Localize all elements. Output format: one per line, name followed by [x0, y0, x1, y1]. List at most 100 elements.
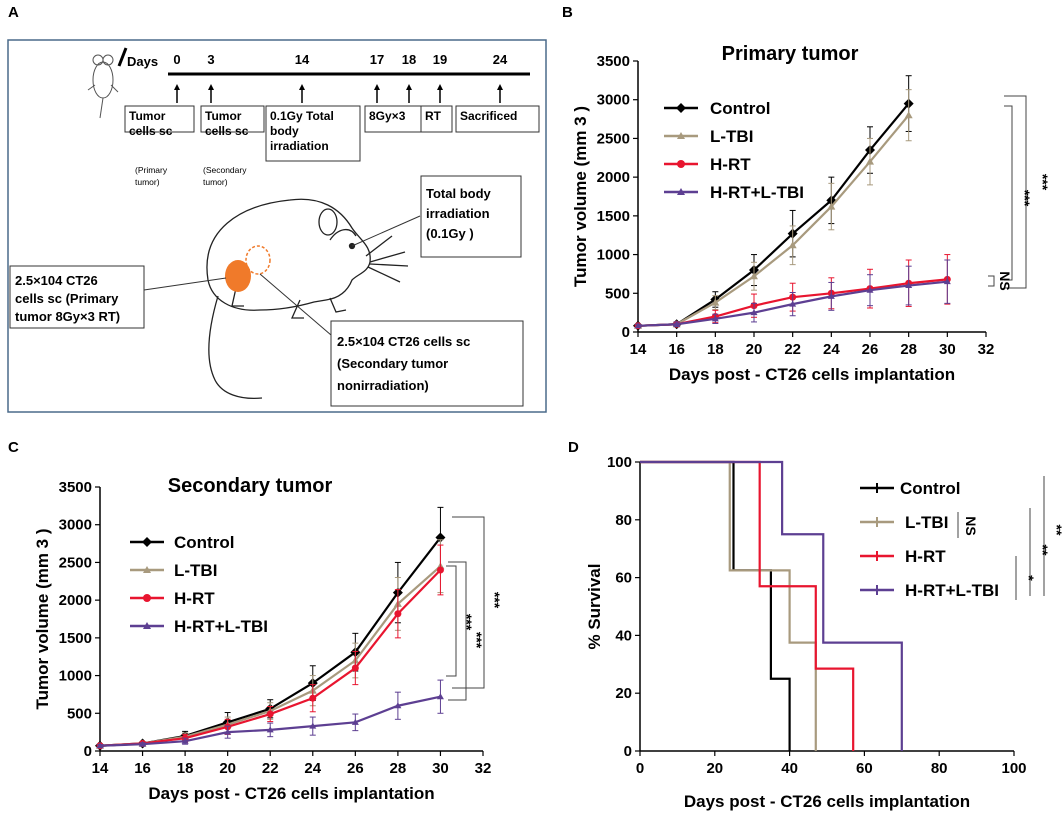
timeline-day-label: 24	[493, 52, 508, 67]
legend-marker	[143, 566, 151, 573]
chart-c-title: Secondary tumor	[168, 475, 333, 497]
callout-line-text: Total body	[426, 186, 492, 201]
y-tick-label: 60	[615, 570, 632, 587]
y-tick-label: 3000	[597, 92, 630, 109]
y-tick-label: 1000	[597, 247, 630, 264]
secondary-callout-text: 2.5×104 CT26 cells sc (Secondary tumor non…	[337, 334, 470, 393]
x-tick-label: 26	[347, 760, 364, 777]
y-axis-title: % Survival	[585, 564, 604, 650]
chart-c-plot: 0 500 1000 1500 2000 2500 3000 3500 14 16 18 20 22 24…	[33, 479, 503, 803]
timeline-day-label: 3	[207, 52, 214, 67]
callout-line-text: (0.1Gy )	[426, 226, 474, 241]
x-tick-label: 22	[262, 760, 279, 777]
timeline-note-text: tumor)	[203, 177, 228, 187]
x-tick-label: 16	[668, 341, 685, 358]
data-point	[266, 710, 274, 718]
sig-bracket	[1004, 105, 1013, 281]
primary-callout-line	[143, 277, 227, 291]
x-tick-label: 32	[978, 341, 995, 358]
x-axis-title: Days post - CT26 cells implantation	[684, 792, 970, 811]
y-tick-label: 2500	[59, 554, 92, 571]
x-tick-label: 28	[900, 341, 917, 358]
y-tick-label: 40	[615, 627, 632, 644]
sig-label: ***	[1035, 174, 1051, 191]
panel-a-label: A	[8, 4, 19, 21]
x-tick-label: 20	[219, 760, 236, 777]
data-point	[309, 722, 317, 729]
data-point	[394, 702, 402, 709]
legend-label: H-RT	[905, 547, 946, 566]
callout-line-text: cells sc (Primary	[15, 291, 119, 306]
legend-marker	[677, 132, 685, 139]
callout-line-text: 2.5×104 CT26 cells sc	[337, 334, 470, 349]
primary-callout-text: 2.5×104 CT26 cells sc (Primary tumor 8Gy×3…	[15, 273, 120, 324]
timeline-day-label: 18	[402, 52, 416, 67]
data-point	[750, 272, 758, 280]
y-tick-label: 3500	[59, 479, 92, 496]
sig-bracket	[448, 561, 467, 701]
panel-b: B Primary tumor 0 500 1000 1500 2000 2500 3000…	[562, 4, 1051, 384]
timeline-box-text: 8Gy×3	[369, 109, 406, 123]
legend-marker	[677, 188, 685, 195]
data-point	[634, 322, 642, 329]
timeline-box-text: cells sc	[205, 124, 249, 138]
y-tick-label: 0	[624, 743, 632, 760]
y-tick-label: 20	[615, 685, 632, 702]
x-tick-label: 24	[823, 341, 840, 358]
timeline-day-label: 14	[295, 52, 310, 67]
timeline-box-text: Tumor	[205, 109, 242, 123]
x-axis-title: Days post - CT26 cells implantation	[669, 365, 955, 384]
tbi-callout-line	[351, 215, 421, 247]
sig-label: *	[1021, 575, 1037, 581]
timeline-day-label: 0	[173, 52, 180, 67]
y-tick-label: 1500	[597, 208, 630, 225]
x-tick-label: 30	[939, 341, 956, 358]
sig-label: ***	[459, 614, 475, 631]
sig-label: NS	[997, 271, 1013, 290]
data-point	[351, 664, 359, 672]
survival-line-h-rt+l-tbi	[640, 460, 903, 751]
timeline-arrowhead	[174, 84, 180, 90]
timeline-box	[420, 105, 453, 133]
data-point	[711, 315, 719, 322]
secondary-callout-box	[330, 320, 524, 407]
timeline-note-text: (Secondary	[203, 165, 247, 175]
data-point	[866, 286, 874, 293]
timeline-note-text: (Primary	[135, 165, 168, 175]
callout-line-text: (Secondary tumor	[337, 356, 448, 371]
legend-label: H-RT+L-TBI	[710, 183, 804, 202]
callout-line-text: tumor 8Gy×3 RT)	[15, 309, 120, 324]
sig-label: ***	[487, 592, 503, 609]
sig-label: **	[1049, 525, 1063, 536]
data-point	[866, 157, 874, 165]
sig-label: NS	[963, 516, 979, 535]
x-tick-label: 16	[134, 760, 151, 777]
timeline-box	[200, 105, 265, 133]
tbi-callout-box	[420, 175, 522, 258]
timeline-arrowhead	[406, 84, 412, 90]
data-point	[827, 202, 836, 210]
secondary-callout-line	[259, 273, 332, 336]
x-tick-label: 14	[630, 341, 647, 358]
panel-b-label: B	[562, 4, 573, 21]
series-line-l-tbi	[637, 114, 910, 327]
sig-bracket	[452, 516, 485, 689]
data-point	[827, 292, 835, 299]
legend-label: H-RT+L-TBI	[174, 617, 268, 636]
x-tick-label: 40	[781, 760, 798, 777]
survival-line-control	[640, 460, 791, 751]
timeline-box-text: 0.1Gy Total	[270, 109, 334, 123]
timeline-day-label: 17	[370, 52, 384, 67]
mouse-illustration	[206, 198, 409, 400]
x-tick-label: 14	[92, 760, 109, 777]
x-tick-label: 80	[931, 760, 948, 777]
timeline-day-label: 19	[433, 52, 447, 67]
data-point	[943, 278, 951, 285]
timeline-box-text: Sacrificed	[460, 109, 517, 123]
data-point	[750, 309, 758, 316]
data-point	[788, 241, 797, 249]
timeline-days-label: Days	[127, 54, 158, 69]
